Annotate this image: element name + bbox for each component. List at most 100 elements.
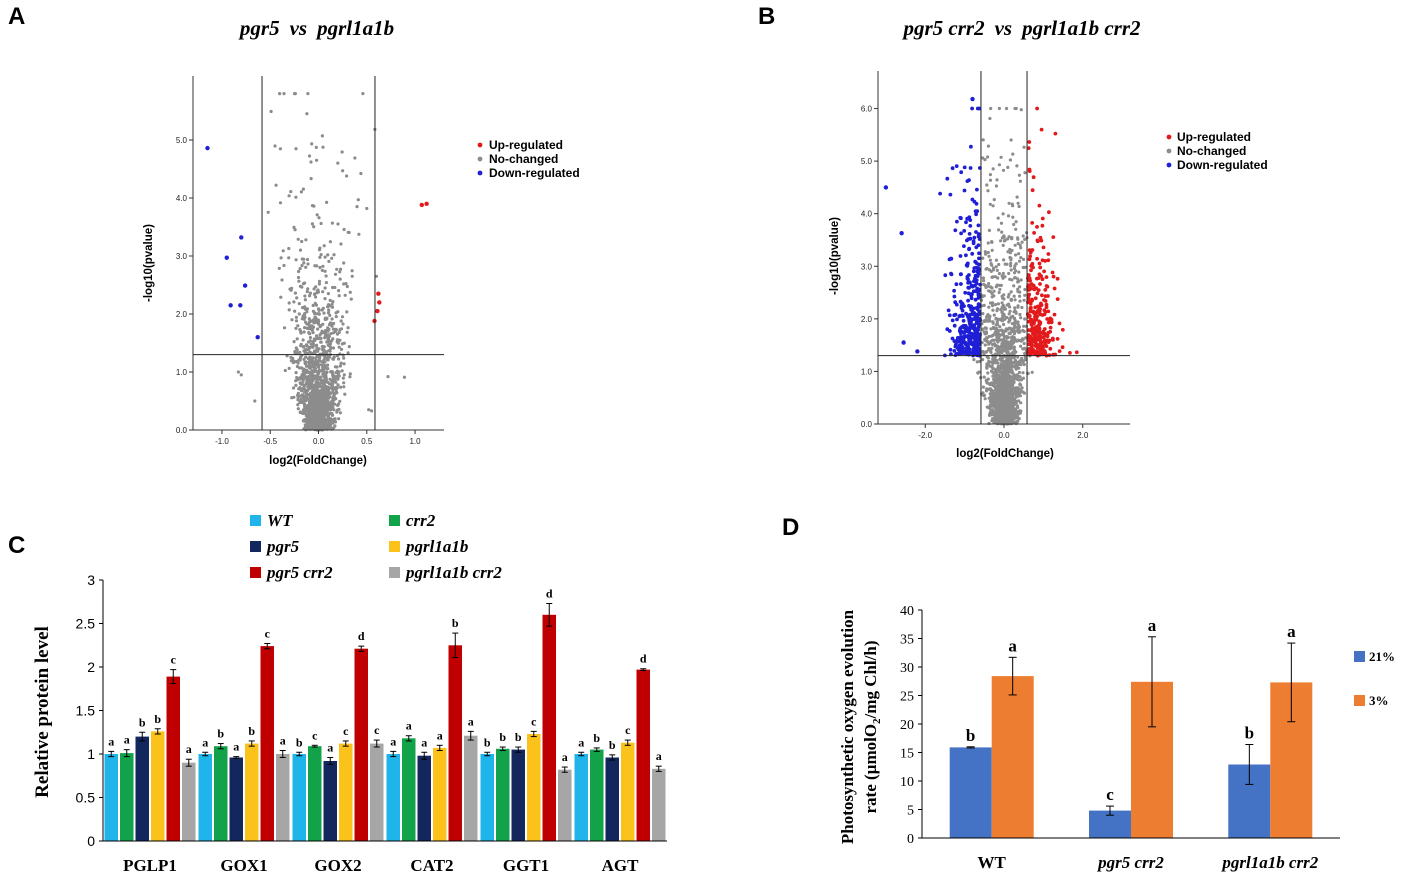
a-nochange-point: [326, 253, 330, 257]
b-nochange-point: [1000, 356, 1005, 360]
b-up-point: [1051, 235, 1056, 240]
b-nochange-point: [1009, 347, 1013, 351]
legend-c-pgrl1a1b-swatch: [389, 541, 400, 552]
legend-c-pgr5crr2-swatch: [250, 567, 261, 578]
d-bar: [991, 676, 1034, 838]
b-nochange-point: [988, 301, 993, 305]
b-down-point: [938, 191, 942, 196]
a-nochange-point: [338, 399, 342, 403]
b-up-point: [1029, 327, 1034, 332]
a-down-point: [255, 335, 260, 340]
b-nochange-point: [1021, 328, 1025, 333]
b-nochange-point: [998, 375, 1003, 379]
b-down-point: [947, 313, 952, 318]
b-nochange-point: [1013, 264, 1017, 268]
a-nochange-point: [287, 308, 291, 312]
b-nochange-point: [1009, 315, 1014, 319]
b-nochange-point: [1006, 377, 1010, 381]
b-up-point: [1043, 259, 1048, 263]
a-nochange-point: [331, 357, 335, 361]
b-down-point: [971, 347, 976, 352]
b-down-point: [949, 271, 953, 276]
bar-d-ylabel-line1: Photosynthetic oxygen evolution: [838, 609, 857, 844]
b-down-point: [965, 334, 970, 339]
b-down-point: [975, 307, 980, 312]
a-nochange-point: [326, 343, 330, 347]
b-up-point: [1033, 351, 1038, 356]
c-bar: [354, 648, 368, 841]
b-nochange-point: [996, 216, 1000, 220]
c-bar: [104, 754, 118, 841]
b-up-point: [1038, 235, 1043, 240]
a-nochange-point: [328, 298, 332, 302]
b-up-point: [1044, 333, 1049, 338]
b-down-point: [901, 340, 906, 345]
a-nochange-point: [310, 222, 314, 226]
a-nochange-point: [312, 225, 316, 229]
b-down-point: [950, 166, 955, 171]
a-nochange-point: [321, 330, 326, 335]
b-down-point: [945, 327, 950, 332]
a-nochange-point: [316, 290, 320, 294]
a-nochange-point: [282, 263, 286, 268]
a-nochange-point: [314, 285, 318, 289]
a-nochange-point: [386, 375, 390, 379]
a-nochange-point: [279, 256, 283, 260]
b-nochange-point: [1004, 381, 1008, 385]
a-nochange-point: [322, 400, 326, 404]
b-nochange-point: [1023, 287, 1027, 292]
a-nochange-point: [334, 380, 338, 384]
b-nochange-point: [1005, 347, 1009, 351]
a-nochange-point: [318, 255, 322, 259]
b-nochange-point: [994, 184, 999, 188]
legend-d-21-swatch: [1354, 651, 1365, 662]
a-nochange-point: [317, 336, 321, 340]
a-nochange-point: [297, 302, 301, 306]
b-down-point: [952, 323, 957, 328]
c-significance-letter: a: [406, 719, 412, 733]
c-bar: [464, 735, 478, 841]
a-nochange-point: [346, 351, 350, 355]
b-down-point: [967, 347, 972, 352]
a-nochange-point: [304, 425, 308, 429]
b-nochange-point: [1013, 298, 1017, 302]
b-up-point: [1049, 320, 1054, 325]
b-up-point: [1041, 346, 1045, 351]
panel-label-a: A: [8, 3, 25, 30]
b-down-point: [968, 322, 973, 326]
volcano-b-title: pgr5 crr2 vs pgrl1a1b crr2: [901, 16, 1141, 40]
b-nochange-point: [1020, 305, 1024, 310]
c-bar: [166, 676, 180, 841]
b-nochange-point: [996, 399, 1000, 403]
a-nochange-point: [311, 359, 315, 363]
a-nochange-point: [292, 359, 296, 363]
b-nochange-point: [1018, 394, 1023, 398]
a-nochange-point: [341, 322, 345, 326]
c-bar: [448, 645, 462, 842]
a-nochange-point: [296, 275, 301, 280]
a-nochange-point: [309, 160, 313, 164]
b-nochange-point: [998, 419, 1002, 423]
b-nochange-point: [1017, 330, 1021, 334]
legend-c-pgr5crr2: pgr5 crr2: [265, 563, 333, 582]
b-nochange-point: [1010, 351, 1014, 355]
b-nochange-point: [1008, 309, 1012, 313]
b-nochange-point: [989, 350, 993, 354]
a-nochange-point: [291, 356, 295, 360]
c-category-label: GOX2: [314, 856, 361, 875]
b-up-point: [1035, 276, 1039, 281]
b-nochange-point: [1016, 391, 1020, 395]
volcano-b-axes: -2.0 0.0 2.0 0.0 1.0 2.0 3.0 4.0 5.0 6.0: [861, 71, 1130, 440]
a-nochange-point: [330, 380, 334, 384]
b-nochange-point: [1015, 164, 1019, 168]
a-nochange-point: [312, 384, 316, 388]
a-nochange-point: [343, 293, 347, 297]
a-nochange-point: [322, 345, 326, 349]
c-bar: [229, 757, 243, 841]
c-bar: [480, 754, 494, 841]
b-down-point: [975, 286, 980, 291]
c-y-tick-label: 1: [87, 746, 95, 762]
b-down-point: [949, 352, 953, 357]
b-nochange-point: [1003, 275, 1007, 279]
b-nochange-point: [1023, 171, 1027, 175]
